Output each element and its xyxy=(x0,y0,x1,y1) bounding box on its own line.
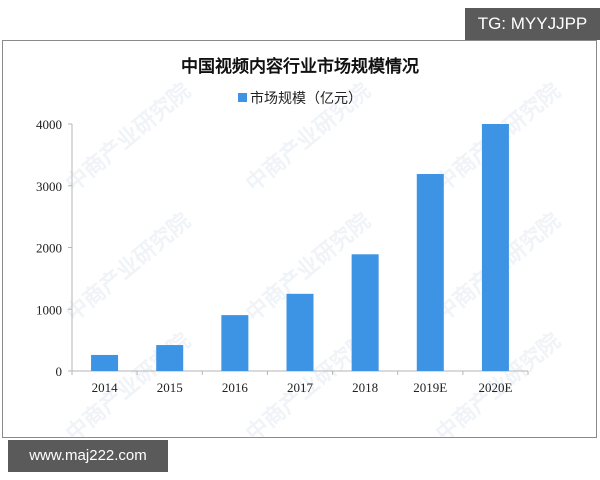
y-tick-label: 0 xyxy=(56,364,63,379)
y-tick-label: 2000 xyxy=(36,241,62,256)
y-tick-label: 4000 xyxy=(36,117,62,132)
legend-swatch xyxy=(238,93,247,102)
bar xyxy=(481,124,509,371)
bar xyxy=(351,254,379,371)
chart-title: 中国视频内容行业市场规模情况 xyxy=(181,57,419,77)
bar xyxy=(91,354,119,371)
bar xyxy=(286,293,314,371)
bar xyxy=(156,345,184,371)
x-tick-label: 2016 xyxy=(222,380,249,395)
x-tick-label: 2017 xyxy=(287,380,314,395)
y-tick-label: 1000 xyxy=(36,302,62,317)
y-tick-label: 3000 xyxy=(36,179,62,194)
x-tick-label: 2014 xyxy=(92,380,119,395)
bar xyxy=(221,315,249,371)
legend: 市场规模（亿元） xyxy=(0,88,600,108)
x-tick-label: 2019E xyxy=(413,380,447,395)
x-tick-label: 2018 xyxy=(352,380,378,395)
tg-badge: TG: MYYJJPP xyxy=(465,8,600,40)
x-tick-label: 2020E xyxy=(478,380,512,395)
x-tick-label: 2015 xyxy=(157,380,183,395)
legend-label: 市场规模（亿元） xyxy=(250,91,362,107)
bar xyxy=(416,174,444,371)
url-badge: www.maj222.com xyxy=(8,440,168,472)
